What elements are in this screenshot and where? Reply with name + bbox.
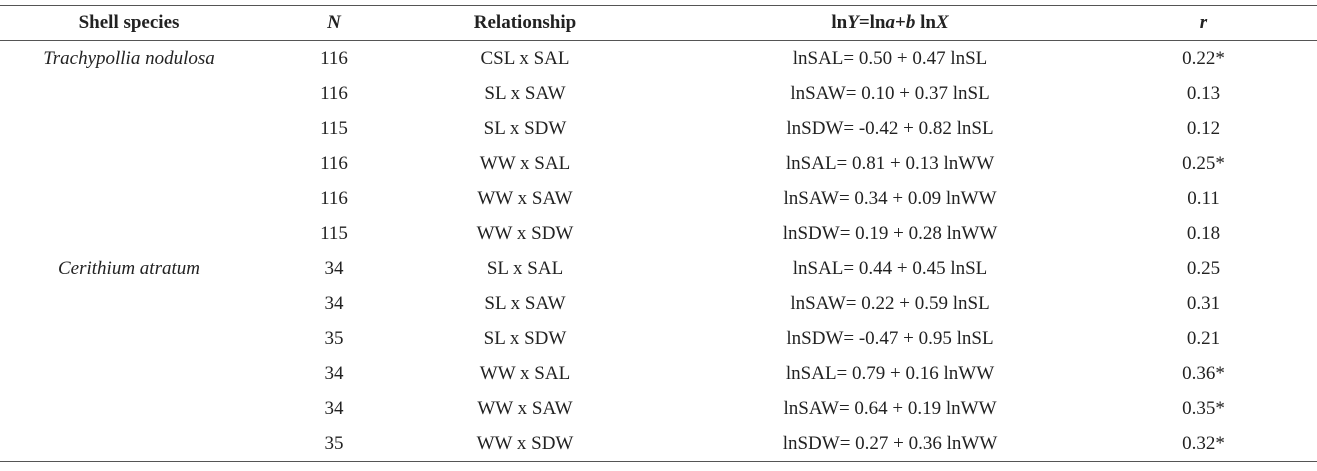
table-body: Trachypollia nodulosa 116 CSL x SAL lnSAL= … xyxy=(0,41,1317,462)
table-cell: lnSDW= 0.19 + 0.28 lnWW xyxy=(782,222,998,244)
table-row: 115 WW x SDW lnSDW= 0.19 + 0.28 lnWW 0.18 xyxy=(0,216,1317,251)
header-part: =ln xyxy=(858,12,886,33)
table-cell: lnSAL= 0.44 + 0.45 lnSL xyxy=(792,257,988,279)
species-cell xyxy=(0,286,258,321)
header-cell: r xyxy=(1140,5,1317,41)
table-cell: 34 xyxy=(324,292,344,314)
table-row: 34 WW x SAW lnSAW= 0.64 + 0.19 lnWW 0.35* xyxy=(0,391,1317,426)
table-cell: lnSAL= 0.81 + 0.13 lnWW xyxy=(785,152,995,174)
table-cell: 0.12 xyxy=(1186,117,1221,139)
table-cell: WW x SAL xyxy=(479,152,571,174)
header-part: Y xyxy=(847,12,859,33)
header-part: a xyxy=(885,12,896,33)
table-cell: CSL x SAL xyxy=(480,47,570,69)
table-cell: 0.22* xyxy=(1182,47,1225,69)
table-row: 116 SL x SAW lnSAW= 0.10 + 0.37 lnSL 0.13 xyxy=(0,76,1317,111)
table-row: 116 WW x SAW lnSAW= 0.34 + 0.09 lnWW 0.11 xyxy=(0,181,1317,216)
species-cell xyxy=(0,146,258,181)
table-row: 35 WW x SDW lnSDW= 0.27 + 0.36 lnWW 0.32* xyxy=(0,426,1317,462)
table-cell: 0.25 xyxy=(1186,257,1221,279)
table-cell: lnSAW= 0.64 + 0.19 lnWW xyxy=(783,397,997,419)
table-cell: 34 xyxy=(324,362,344,384)
table-cell: 34 xyxy=(324,257,344,279)
species-cell xyxy=(0,216,258,251)
table-cell: 116 xyxy=(320,82,348,104)
table-cell: 35 xyxy=(258,426,410,462)
table-cell: lnSDW= -0.42 + 0.82 lnSL xyxy=(786,117,994,139)
table-cell: 0.18 xyxy=(1186,222,1221,244)
table-cell: WW x SAW xyxy=(477,187,573,209)
table-cell: 0.13 xyxy=(1186,82,1221,104)
table-cell: SL x SAL xyxy=(486,257,564,279)
table-cell: 0.25* xyxy=(1182,152,1225,174)
table-row: Cerithium atratum 34 SL x SAL lnSAL= 0.44 +… xyxy=(0,251,1317,286)
header-cell: Relationship xyxy=(410,5,640,41)
table-cell: 116 xyxy=(320,47,348,69)
species-cell: Cerithium atratum xyxy=(58,257,200,279)
table-row: 116 WW x SAL lnSAL= 0.81 + 0.13 lnWW 0.25* xyxy=(0,146,1317,181)
table-cell: 0.35* xyxy=(1182,397,1225,419)
table-cell: WW x SAW xyxy=(477,397,573,419)
table-cell: SL x SDW xyxy=(483,327,567,349)
table-cell: lnSDW= 0.27 + 0.36 lnWW xyxy=(640,426,1140,462)
species-cell xyxy=(0,321,258,356)
table-cell: WW x SDW xyxy=(410,426,640,462)
table-cell: SL x SDW xyxy=(483,117,567,139)
table-cell: lnSAL= 0.79 + 0.16 lnWW xyxy=(785,362,995,384)
header-part: X xyxy=(935,12,949,33)
table-cell: lnSAW= 0.34 + 0.09 lnWW xyxy=(783,187,997,209)
species-cell: Trachypollia nodulosa xyxy=(43,47,215,69)
table-cell: 115 xyxy=(320,117,348,139)
table-cell: 0.36* xyxy=(1182,362,1225,384)
header-part: + xyxy=(895,12,906,33)
table-cell: WW x SAL xyxy=(479,362,571,384)
table-cell: 116 xyxy=(320,152,348,174)
species-cell xyxy=(0,181,258,216)
header-cell: lnY=lna+b lnX xyxy=(640,5,1140,41)
table-cell: lnSAW= 0.10 + 0.37 lnSL xyxy=(790,82,990,104)
table-cell: SL x SAW xyxy=(484,292,566,314)
table-row: 35 SL x SDW lnSDW= -0.47 + 0.95 lnSL 0.21 xyxy=(0,321,1317,356)
table-cell: 0.21 xyxy=(1186,327,1221,349)
species-cell xyxy=(0,76,258,111)
table-cell: lnSAW= 0.22 + 0.59 lnSL xyxy=(790,292,990,314)
table-cell: lnSDW= -0.47 + 0.95 lnSL xyxy=(786,327,994,349)
table-row: 115 SL x SDW lnSDW= -0.42 + 0.82 lnSL 0.12 xyxy=(0,111,1317,146)
table-cell: 0.11 xyxy=(1187,187,1220,209)
header-row: Shell species N Relationship lnY=lna+b l… xyxy=(0,5,1317,41)
data-table: Shell species N Relationship lnY=lna+b l… xyxy=(0,5,1317,462)
header-part: ln xyxy=(831,12,848,33)
species-cell xyxy=(0,426,258,462)
table-row: 34 WW x SAL lnSAL= 0.79 + 0.16 lnWW 0.36* xyxy=(0,356,1317,391)
header-cell: Shell species xyxy=(0,5,258,41)
header-part: b xyxy=(905,12,916,33)
table-cell: 116 xyxy=(320,187,348,209)
table-cell: 35 xyxy=(324,327,344,349)
table-cell: 115 xyxy=(320,222,348,244)
table-cell: lnSAL= 0.50 + 0.47 lnSL xyxy=(792,47,988,69)
table-cell: 0.32* xyxy=(1140,426,1317,462)
species-cell xyxy=(0,391,258,426)
table-cell: SL x SAW xyxy=(484,82,566,104)
table-row: Trachypollia nodulosa 116 CSL x SAL lnSAL= … xyxy=(0,41,1317,77)
table-row: 34 SL x SAW lnSAW= 0.22 + 0.59 lnSL 0.31 xyxy=(0,286,1317,321)
table-cell: 0.31 xyxy=(1186,292,1221,314)
header-part: ln xyxy=(915,12,936,33)
species-cell xyxy=(0,111,258,146)
table-cell: WW x SDW xyxy=(476,222,574,244)
species-cell xyxy=(0,356,258,391)
table-cell: 34 xyxy=(324,397,344,419)
header-cell: N xyxy=(258,5,410,41)
